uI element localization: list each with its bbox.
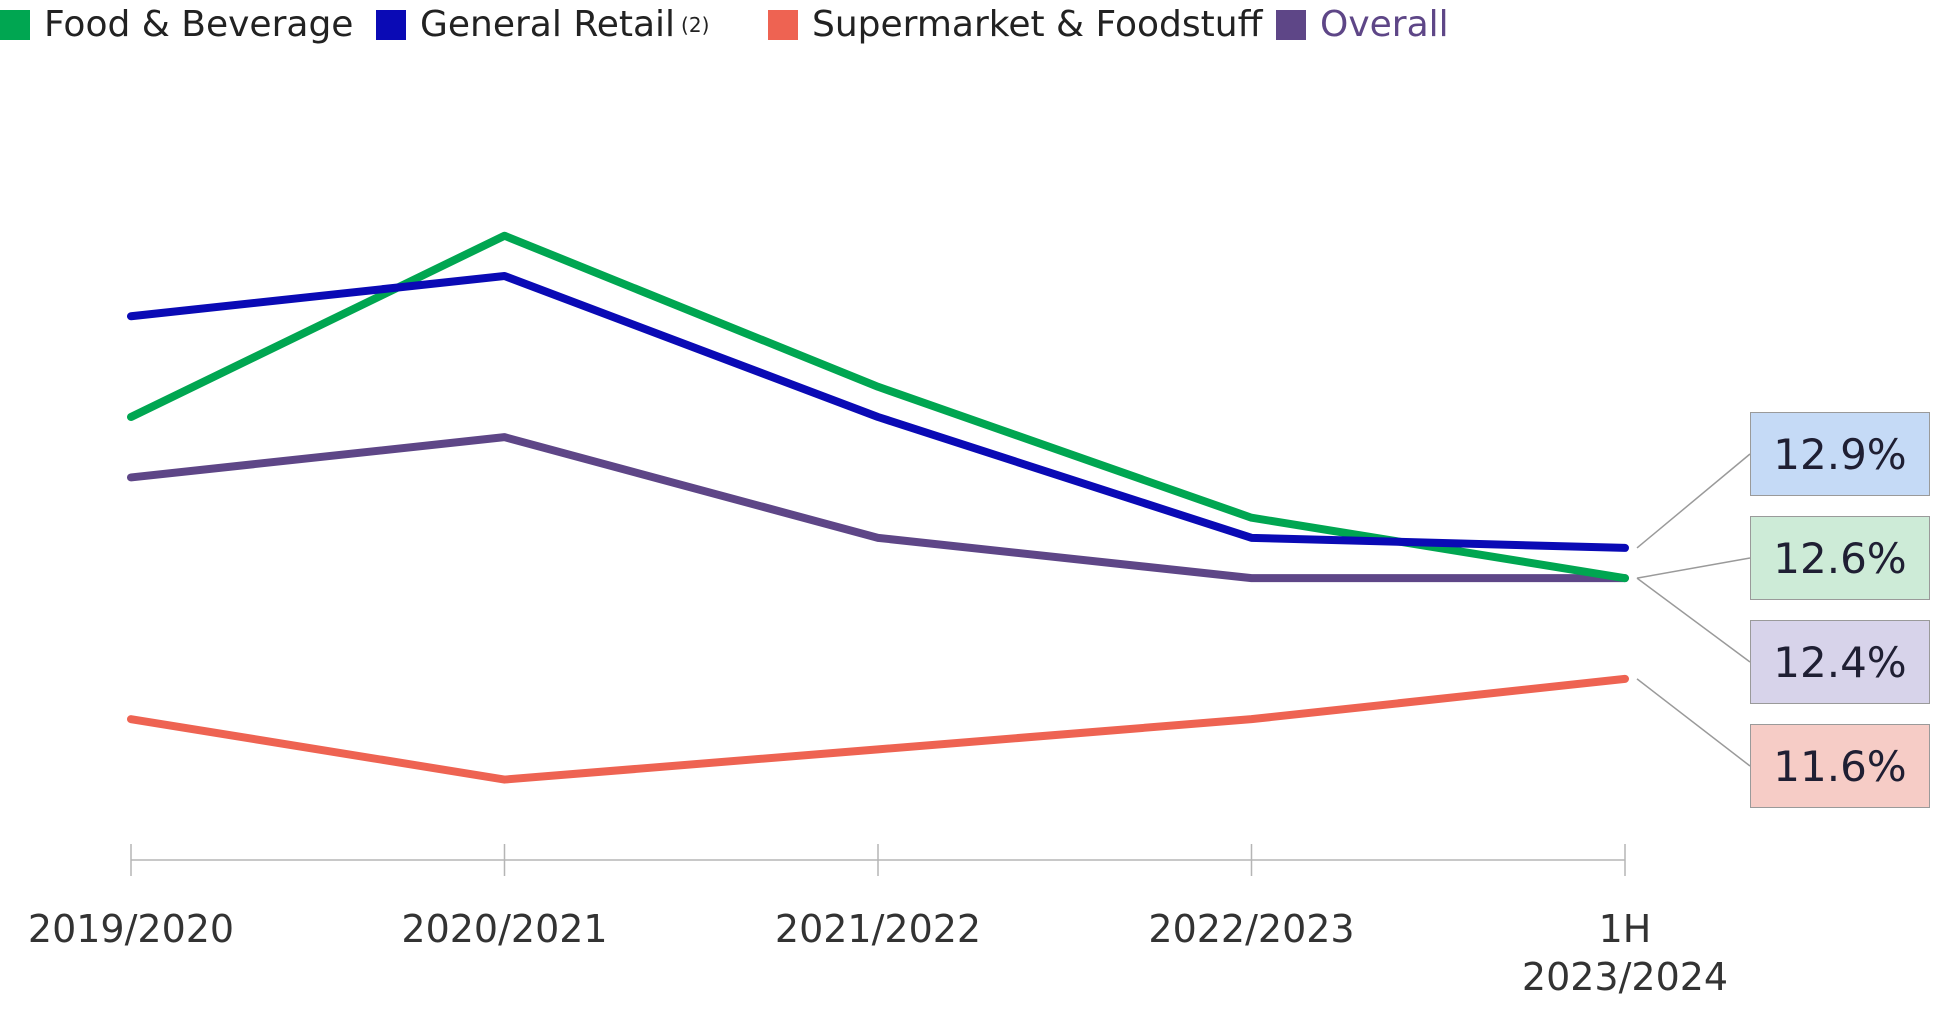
x-tick-label: 1H 2023/2024 — [1521, 907, 1729, 999]
legend-swatch-food-beverage — [0, 9, 30, 40]
series-line-supermarket-foodstuff — [127, 674, 1629, 784]
x-tick-label: 2022/2023 — [1148, 907, 1355, 951]
legend-label-food-beverage: Food & Beverage — [44, 4, 354, 45]
callout-food-beverage: 12.6% — [1750, 516, 1930, 600]
callout-general-retail: 12.9% — [1750, 412, 1930, 496]
x-tick-label: 2020/2021 — [401, 907, 608, 951]
legend-footnote-marker: (2) — [681, 12, 710, 37]
legend-item-supermarket-foodstuff: Supermarket & Foodstuff — [768, 4, 1262, 45]
legend-label-supermarket-foodstuff: Supermarket & Foodstuff — [812, 4, 1263, 45]
callout-leader-general-retail — [1636, 453, 1751, 549]
legend-item-general-retail: General Retail (2) — [376, 4, 709, 45]
series-line-overall — [127, 433, 1629, 583]
legend-swatch-overall — [1276, 9, 1306, 40]
legend-swatch-general-retail — [376, 9, 406, 40]
legend-label-general-retail: General Retail — [420, 4, 676, 45]
callout-leader-food-beverage — [1636, 557, 1751, 579]
callout-leader-overall — [1636, 577, 1751, 663]
series-line-food-beverage — [127, 231, 1629, 583]
legend-swatch-supermarket-foodstuff — [768, 9, 798, 40]
chart-legend: Food & Beverage General Retail (2) Super… — [0, 0, 1938, 50]
callout-leader-supermarket-foodstuff — [1636, 678, 1751, 767]
x-tick-label: 2021/2022 — [774, 907, 982, 951]
callout-supermarket-foodstuff: 11.6% — [1750, 724, 1930, 808]
legend-label-overall: Overall — [1320, 4, 1449, 45]
legend-item-food-beverage: Food & Beverage — [0, 4, 353, 45]
callout-overall: 12.4% — [1750, 620, 1930, 704]
x-tick-label: 2019/2020 — [27, 907, 235, 951]
legend-item-overall: Overall — [1276, 4, 1449, 45]
series-line-general-retail — [127, 272, 1629, 552]
